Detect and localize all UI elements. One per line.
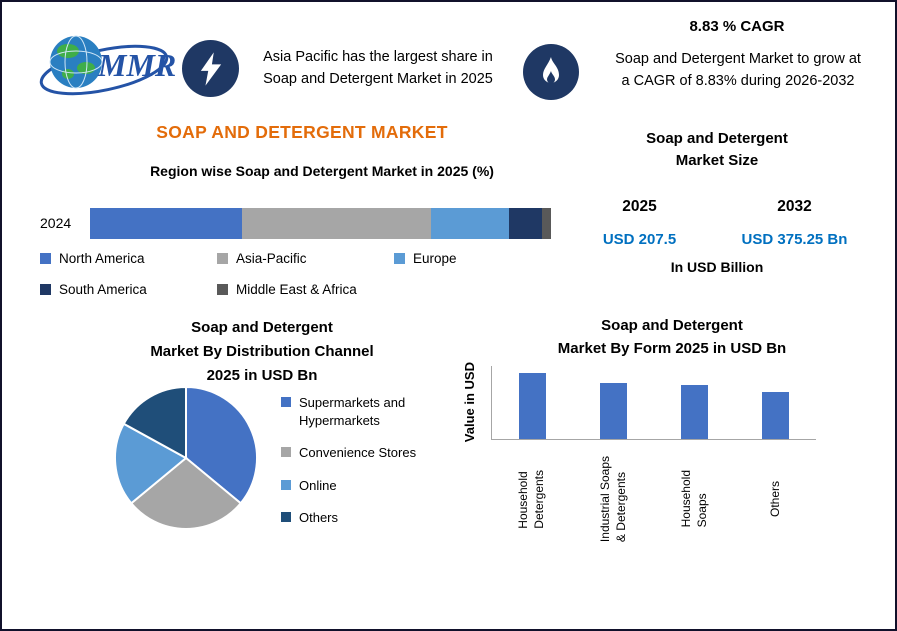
callout-right-text: Soap and Detergent Market to grow at a C… <box>615 51 861 90</box>
axis-category-label: Household Soaps <box>678 470 710 528</box>
region-segment-south-america <box>509 208 542 239</box>
pie-legend-item-convenience-stores: Convenience Stores <box>281 444 431 462</box>
lightning-icon <box>200 51 221 86</box>
value-2032: USD 375.25 Bn <box>741 231 848 248</box>
logo-swoosh <box>39 44 169 96</box>
legend-label: Others <box>299 510 339 526</box>
axis-category-label: Industrial Soaps & Detergents <box>597 455 628 543</box>
form-x-label-household-soaps: Household Soaps <box>654 443 735 555</box>
form-x-labels: Household Detergents Industrial Soaps & D… <box>491 443 816 555</box>
form-x-label-others: Others <box>735 443 816 555</box>
year-2025-label: 2025 <box>622 198 657 215</box>
region-segment-asia-pacific <box>242 208 432 239</box>
form-bar-household-soaps <box>681 384 708 439</box>
market-title: SOAP AND DETERGENT MARKET <box>156 122 448 142</box>
flame-icon <box>543 57 559 84</box>
pie-chart-title: Soap and Detergent Market By Distributio… <box>150 319 374 384</box>
region-legend-item-south-america: South America <box>40 282 217 297</box>
legend-label: Middle East & Africa <box>236 282 357 297</box>
pie-slice-others <box>122 385 187 460</box>
logo-graphic: MMR <box>39 35 176 96</box>
market-size-values: USD 207.5 USD 375.25 Bn <box>562 231 872 248</box>
globe-longitude-line <box>64 35 88 89</box>
form-bar-others <box>762 391 789 439</box>
legend-marker <box>281 447 291 458</box>
axis-category-label: Others <box>768 480 783 517</box>
legend-marker <box>394 253 405 264</box>
legend-marker <box>281 397 291 407</box>
region-legend: North America Asia-Pacific Europe South Ame… <box>40 251 570 297</box>
pie-slice-convenience-stores <box>129 456 243 531</box>
legend-marker <box>281 479 291 490</box>
form-chart-title: Soap and Detergent Market By Form 2025 i… <box>557 317 787 358</box>
distribution-pie-box <box>112 384 260 532</box>
legend-label: Asia-Pacific <box>236 251 307 266</box>
region-legend-item-asia-pacific: Asia-Pacific <box>217 251 394 266</box>
region-legend-item-middle-east-africa: Middle East & Africa <box>217 282 394 297</box>
distribution-pie-chart <box>114 385 259 531</box>
legend-label: Supermarkets and Hypermarkets <box>299 395 406 428</box>
pie-legend: Supermarkets and Hypermarkets Convenience… <box>281 394 431 527</box>
legend-marker <box>217 253 228 264</box>
pie-legend-item-online: Online <box>281 477 431 495</box>
globe-icon <box>50 36 102 88</box>
legend-label: North America <box>59 251 145 266</box>
pie-legend-item-supermarkets-and-hypermarkets: Supermarkets and Hypermarkets <box>281 394 431 429</box>
lightning-badge <box>182 40 239 97</box>
usd-unit-label: In USD Billion <box>670 259 764 275</box>
legend-marker <box>281 512 291 523</box>
legend-marker <box>217 284 228 295</box>
market-size-title: Soap and Detergent Market Size <box>646 130 788 169</box>
legend-label: Europe <box>413 251 457 266</box>
axis-category-label: Household Detergents <box>516 469 547 529</box>
legend-marker <box>40 284 51 295</box>
region-segment-north-america <box>90 208 243 239</box>
region-year-label: 2024 <box>40 215 72 231</box>
region-segment-europe <box>431 208 510 239</box>
legend-marker <box>40 253 51 264</box>
pie-slice-online <box>114 422 188 505</box>
form-bar-industrial-soaps-detergents <box>600 382 627 439</box>
value-2025: USD 207.5 <box>602 231 677 248</box>
form-bar-household-detergents <box>519 372 546 439</box>
legend-label: Online <box>299 477 337 493</box>
mmr-logo: MMR <box>32 24 187 104</box>
market-size-years: 2025 2032 <box>562 198 872 216</box>
region-legend-item-europe: Europe <box>394 251 570 266</box>
callout-left-text: Asia Pacific has the largest share in So… <box>263 49 493 88</box>
year-2032-label: 2032 <box>777 198 812 215</box>
form-y-axis-label: Value in USD <box>462 361 478 443</box>
flame-badge <box>523 44 579 100</box>
logo-text: MMR <box>97 47 176 83</box>
pie-slice-supermarkets-and-hypermarkets <box>185 385 259 505</box>
region-legend-item-north-america: North America <box>40 251 217 266</box>
form-x-label-industrial-soaps-detergents: Industrial Soaps & Detergents <box>572 443 653 555</box>
pie-legend-item-others: Others <box>281 509 431 527</box>
region-chart-title: Region wise Soap and Detergent Market in… <box>150 163 494 179</box>
globe-latitude-line <box>49 50 103 74</box>
form-x-label-household-detergents: Household Detergents <box>491 443 572 555</box>
globe-continent <box>62 69 74 79</box>
form-y-axis: Value in USD <box>460 357 480 447</box>
region-segment-middle-east-africa <box>541 208 551 239</box>
region-stacked-bar <box>90 208 551 239</box>
legend-label: Convenience Stores <box>299 445 417 461</box>
cagr-heading: 8.83 % CAGR <box>689 18 785 35</box>
legend-label: South America <box>59 282 147 297</box>
form-bar-chart <box>491 366 816 440</box>
